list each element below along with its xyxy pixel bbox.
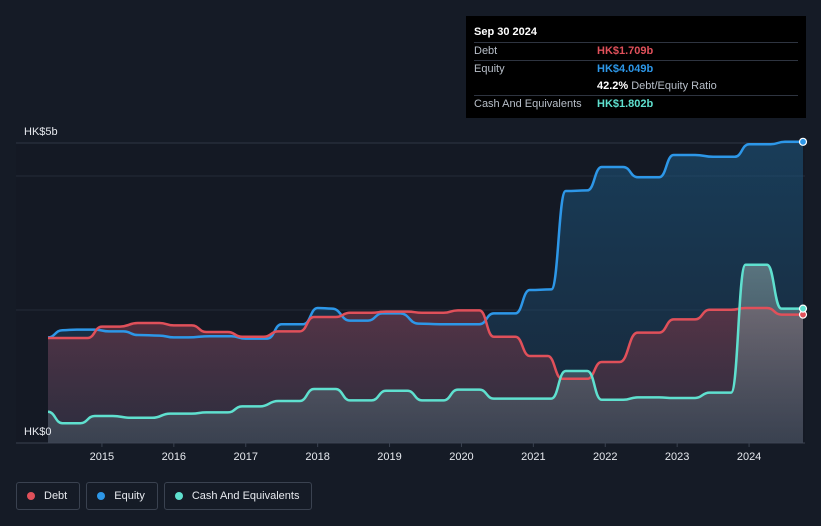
tooltip-equity-label: Equity	[474, 63, 505, 75]
equity-end-marker	[798, 137, 808, 146]
x-axis-ticks: 2015 2016 2017 2018 2019 2020 2021 2022 2023 2024	[90, 443, 761, 463]
x-tick-label-2022: 2022	[593, 451, 617, 463]
cash-area	[48, 264, 803, 443]
y-axis-top-label: HK$5b	[24, 126, 58, 138]
tooltip-cash-label: Cash And Equivalents	[474, 98, 582, 110]
legend-equity-label: Equity	[114, 490, 145, 502]
legend-debt-toggle[interactable]: Debt	[16, 482, 81, 510]
debt-line	[47, 306, 803, 381]
legend-cash-dot	[174, 492, 183, 500]
tooltip-debt-label: Debt	[474, 45, 498, 57]
tooltip-row-cash: Cash And Equivalents HK$1.802b	[474, 95, 798, 113]
x-tick-label-2016: 2016	[162, 451, 186, 463]
x-tick-label-2017: 2017	[233, 451, 257, 463]
tooltip-equity-value: HK$4.049b	[597, 63, 654, 75]
legend-equity-dot	[97, 492, 106, 500]
tooltip-row-ratio: 42.2% Debt/Equity Ratio	[474, 78, 798, 95]
tooltip-debt-value: HK$1.709b	[597, 45, 654, 57]
tooltip-ratio-caption: Debt/Equity Ratio	[631, 80, 717, 92]
x-tick-label-2015: 2015	[90, 451, 114, 463]
x-tick-label-2021: 2021	[521, 451, 545, 463]
x-tick-label-2020: 2020	[449, 451, 473, 463]
tooltip-ratio-label	[474, 78, 597, 95]
equity-line	[47, 140, 803, 340]
legend-cash-toggle[interactable]: Cash And Equivalents	[163, 482, 313, 510]
tooltip-ratio-value: 42.2%	[597, 80, 629, 92]
cash-end-marker	[798, 304, 808, 313]
legend-equity-toggle[interactable]: Equity	[86, 482, 158, 510]
legend-debt-label: Debt	[44, 490, 68, 502]
x-tick-label-2018: 2018	[305, 451, 329, 463]
chart-legend: Debt Equity Cash And Equivalents	[16, 482, 313, 510]
legend-cash-label: Cash And Equivalents	[191, 490, 300, 502]
tooltip-date: Sep 30 2024	[474, 26, 537, 38]
x-tick-label-2024: 2024	[737, 451, 761, 463]
x-tick-label-2023: 2023	[665, 451, 689, 463]
cash-line	[47, 263, 803, 425]
legend-debt-dot	[27, 492, 35, 500]
tooltip-row-equity: Equity HK$4.049b	[474, 60, 798, 78]
y-axis-bottom-label: HK$0	[24, 426, 52, 438]
x-tick-label-2019: 2019	[377, 451, 401, 463]
tooltip-row-debt: Debt HK$1.709b	[474, 42, 798, 60]
data-tooltip: Sep 30 2024 Debt HK$1.709b Equity HK$4.0…	[466, 16, 806, 118]
tooltip-cash-value: HK$1.802b	[597, 98, 654, 110]
